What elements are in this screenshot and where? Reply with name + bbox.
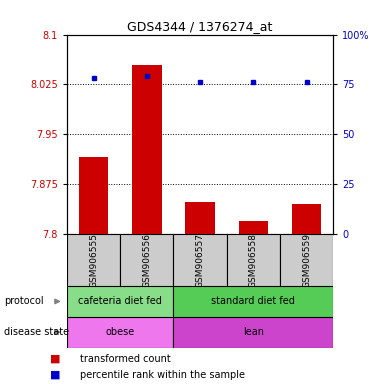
Text: GSM906559: GSM906559: [302, 233, 311, 288]
Bar: [132, 65, 162, 234]
Bar: [173, 317, 333, 348]
Text: protocol: protocol: [4, 296, 43, 306]
Text: standard diet fed: standard diet fed: [211, 296, 295, 306]
Text: transformed count: transformed count: [80, 354, 171, 364]
Text: GSM906558: GSM906558: [249, 233, 258, 288]
Bar: [67, 234, 120, 286]
Text: obese: obese: [106, 327, 135, 337]
Bar: [239, 221, 268, 234]
Bar: [185, 202, 215, 234]
Bar: [280, 234, 333, 286]
Bar: [173, 234, 227, 286]
Text: cafeteria diet fed: cafeteria diet fed: [79, 296, 162, 306]
Text: GSM906557: GSM906557: [196, 233, 205, 288]
Bar: [67, 286, 173, 317]
Text: disease state: disease state: [4, 327, 69, 337]
Bar: [173, 286, 333, 317]
Text: percentile rank within the sample: percentile rank within the sample: [80, 370, 246, 380]
Text: ■: ■: [50, 370, 60, 380]
Bar: [79, 157, 108, 234]
Bar: [67, 317, 173, 348]
Text: ■: ■: [50, 354, 60, 364]
Text: lean: lean: [243, 327, 264, 337]
Text: GSM906556: GSM906556: [142, 233, 151, 288]
Bar: [292, 204, 321, 234]
Bar: [120, 234, 173, 286]
Text: GSM906555: GSM906555: [89, 233, 98, 288]
Bar: [227, 234, 280, 286]
Title: GDS4344 / 1376274_at: GDS4344 / 1376274_at: [128, 20, 273, 33]
